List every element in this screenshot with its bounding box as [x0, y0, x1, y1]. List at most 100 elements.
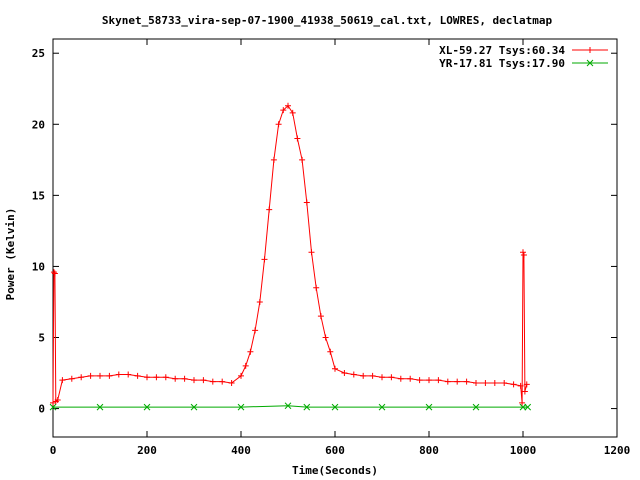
data-point [125, 371, 132, 378]
data-point [341, 370, 348, 377]
series-line [52, 105, 528, 403]
data-point [106, 372, 113, 379]
data-point [308, 249, 315, 256]
data-point [294, 135, 301, 142]
data-point [219, 378, 226, 385]
data-point [59, 377, 66, 384]
data-point [473, 379, 479, 386]
data-point [209, 378, 216, 385]
data-point [350, 371, 357, 378]
data-point [143, 403, 151, 411]
x-tick-label: 0 [50, 444, 57, 457]
series-2 [49, 402, 532, 411]
data-point [256, 298, 263, 305]
legend-entry: YR-17.81 Tsys:17.90 [439, 57, 608, 70]
data-point [491, 379, 498, 386]
data-point [482, 379, 489, 386]
data-point [378, 403, 386, 411]
data-point [237, 403, 245, 411]
x-tick-label: 1200 [604, 444, 631, 457]
data-point [369, 372, 376, 379]
data-point [275, 121, 282, 128]
data-point [331, 403, 339, 411]
data-point [426, 377, 432, 384]
data-point [97, 372, 103, 379]
data-point [501, 379, 508, 386]
data-point [247, 348, 254, 355]
data-point [68, 375, 75, 382]
data-point [520, 252, 527, 259]
legend-label: XL-59.27 Tsys:60.34 [439, 44, 565, 57]
data-point [96, 403, 104, 411]
data-point [153, 374, 160, 381]
y-tick-label: 5 [38, 332, 45, 345]
data-point [181, 375, 188, 382]
data-point [50, 269, 57, 276]
data-point [523, 381, 530, 388]
data-point [416, 377, 423, 384]
data-point [50, 399, 56, 406]
x-tick-label: 1000 [510, 444, 537, 457]
data-point [144, 374, 150, 381]
data-point [524, 403, 532, 411]
data-point [322, 334, 329, 341]
legend-label: YR-17.81 Tsys:17.90 [439, 57, 565, 70]
chart-title: Skynet_58733_vira-sep-07-1900_41938_5061… [102, 14, 553, 27]
series-layer [49, 102, 532, 411]
series-1 [50, 102, 530, 406]
data-point [586, 59, 594, 67]
data-point [425, 403, 433, 411]
data-point [379, 374, 385, 381]
data-point [266, 206, 273, 213]
data-point [299, 156, 306, 163]
data-point [587, 47, 593, 53]
data-point [172, 375, 179, 382]
x-tick-label: 400 [231, 444, 251, 457]
x-tick-label: 600 [325, 444, 345, 457]
data-point [303, 199, 310, 206]
data-point [510, 381, 517, 388]
axis-ticks: 0 200 400 600 800 1000 1200 0 5 10 15 20 25 [32, 39, 631, 457]
data-point [332, 365, 338, 372]
data-point [51, 270, 58, 277]
x-axis-label: Time(Seconds) [292, 464, 378, 477]
data-point [190, 403, 198, 411]
data-point [162, 374, 169, 381]
data-point [54, 397, 61, 404]
data-point [519, 399, 526, 406]
data-point [261, 256, 268, 263]
y-tick-label: 0 [38, 403, 45, 416]
data-point [444, 378, 451, 385]
data-point [289, 109, 296, 116]
data-point [463, 378, 470, 385]
data-point [472, 403, 480, 411]
data-point [280, 107, 287, 114]
x-tick-label: 200 [137, 444, 157, 457]
y-axis-label: Power (Kelvin) [4, 208, 17, 301]
data-point [388, 374, 395, 381]
data-point [284, 402, 292, 410]
data-point [191, 377, 197, 384]
data-point [517, 382, 524, 389]
x-tick-label: 800 [419, 444, 439, 457]
data-point [78, 374, 85, 381]
data-point [252, 327, 259, 334]
y-tick-label: 15 [32, 189, 45, 202]
data-point [285, 102, 291, 109]
data-point [360, 372, 367, 379]
data-point [270, 156, 277, 163]
data-point [313, 284, 320, 291]
data-point [397, 375, 404, 382]
data-point [317, 313, 324, 320]
data-point [134, 372, 141, 379]
data-point [520, 249, 526, 256]
legend-entry: XL-59.27 Tsys:60.34 [439, 44, 608, 57]
data-point [407, 375, 414, 382]
data-point [228, 379, 235, 386]
y-tick-label: 10 [32, 260, 45, 273]
data-point [87, 372, 94, 379]
y-tick-label: 20 [32, 118, 45, 131]
